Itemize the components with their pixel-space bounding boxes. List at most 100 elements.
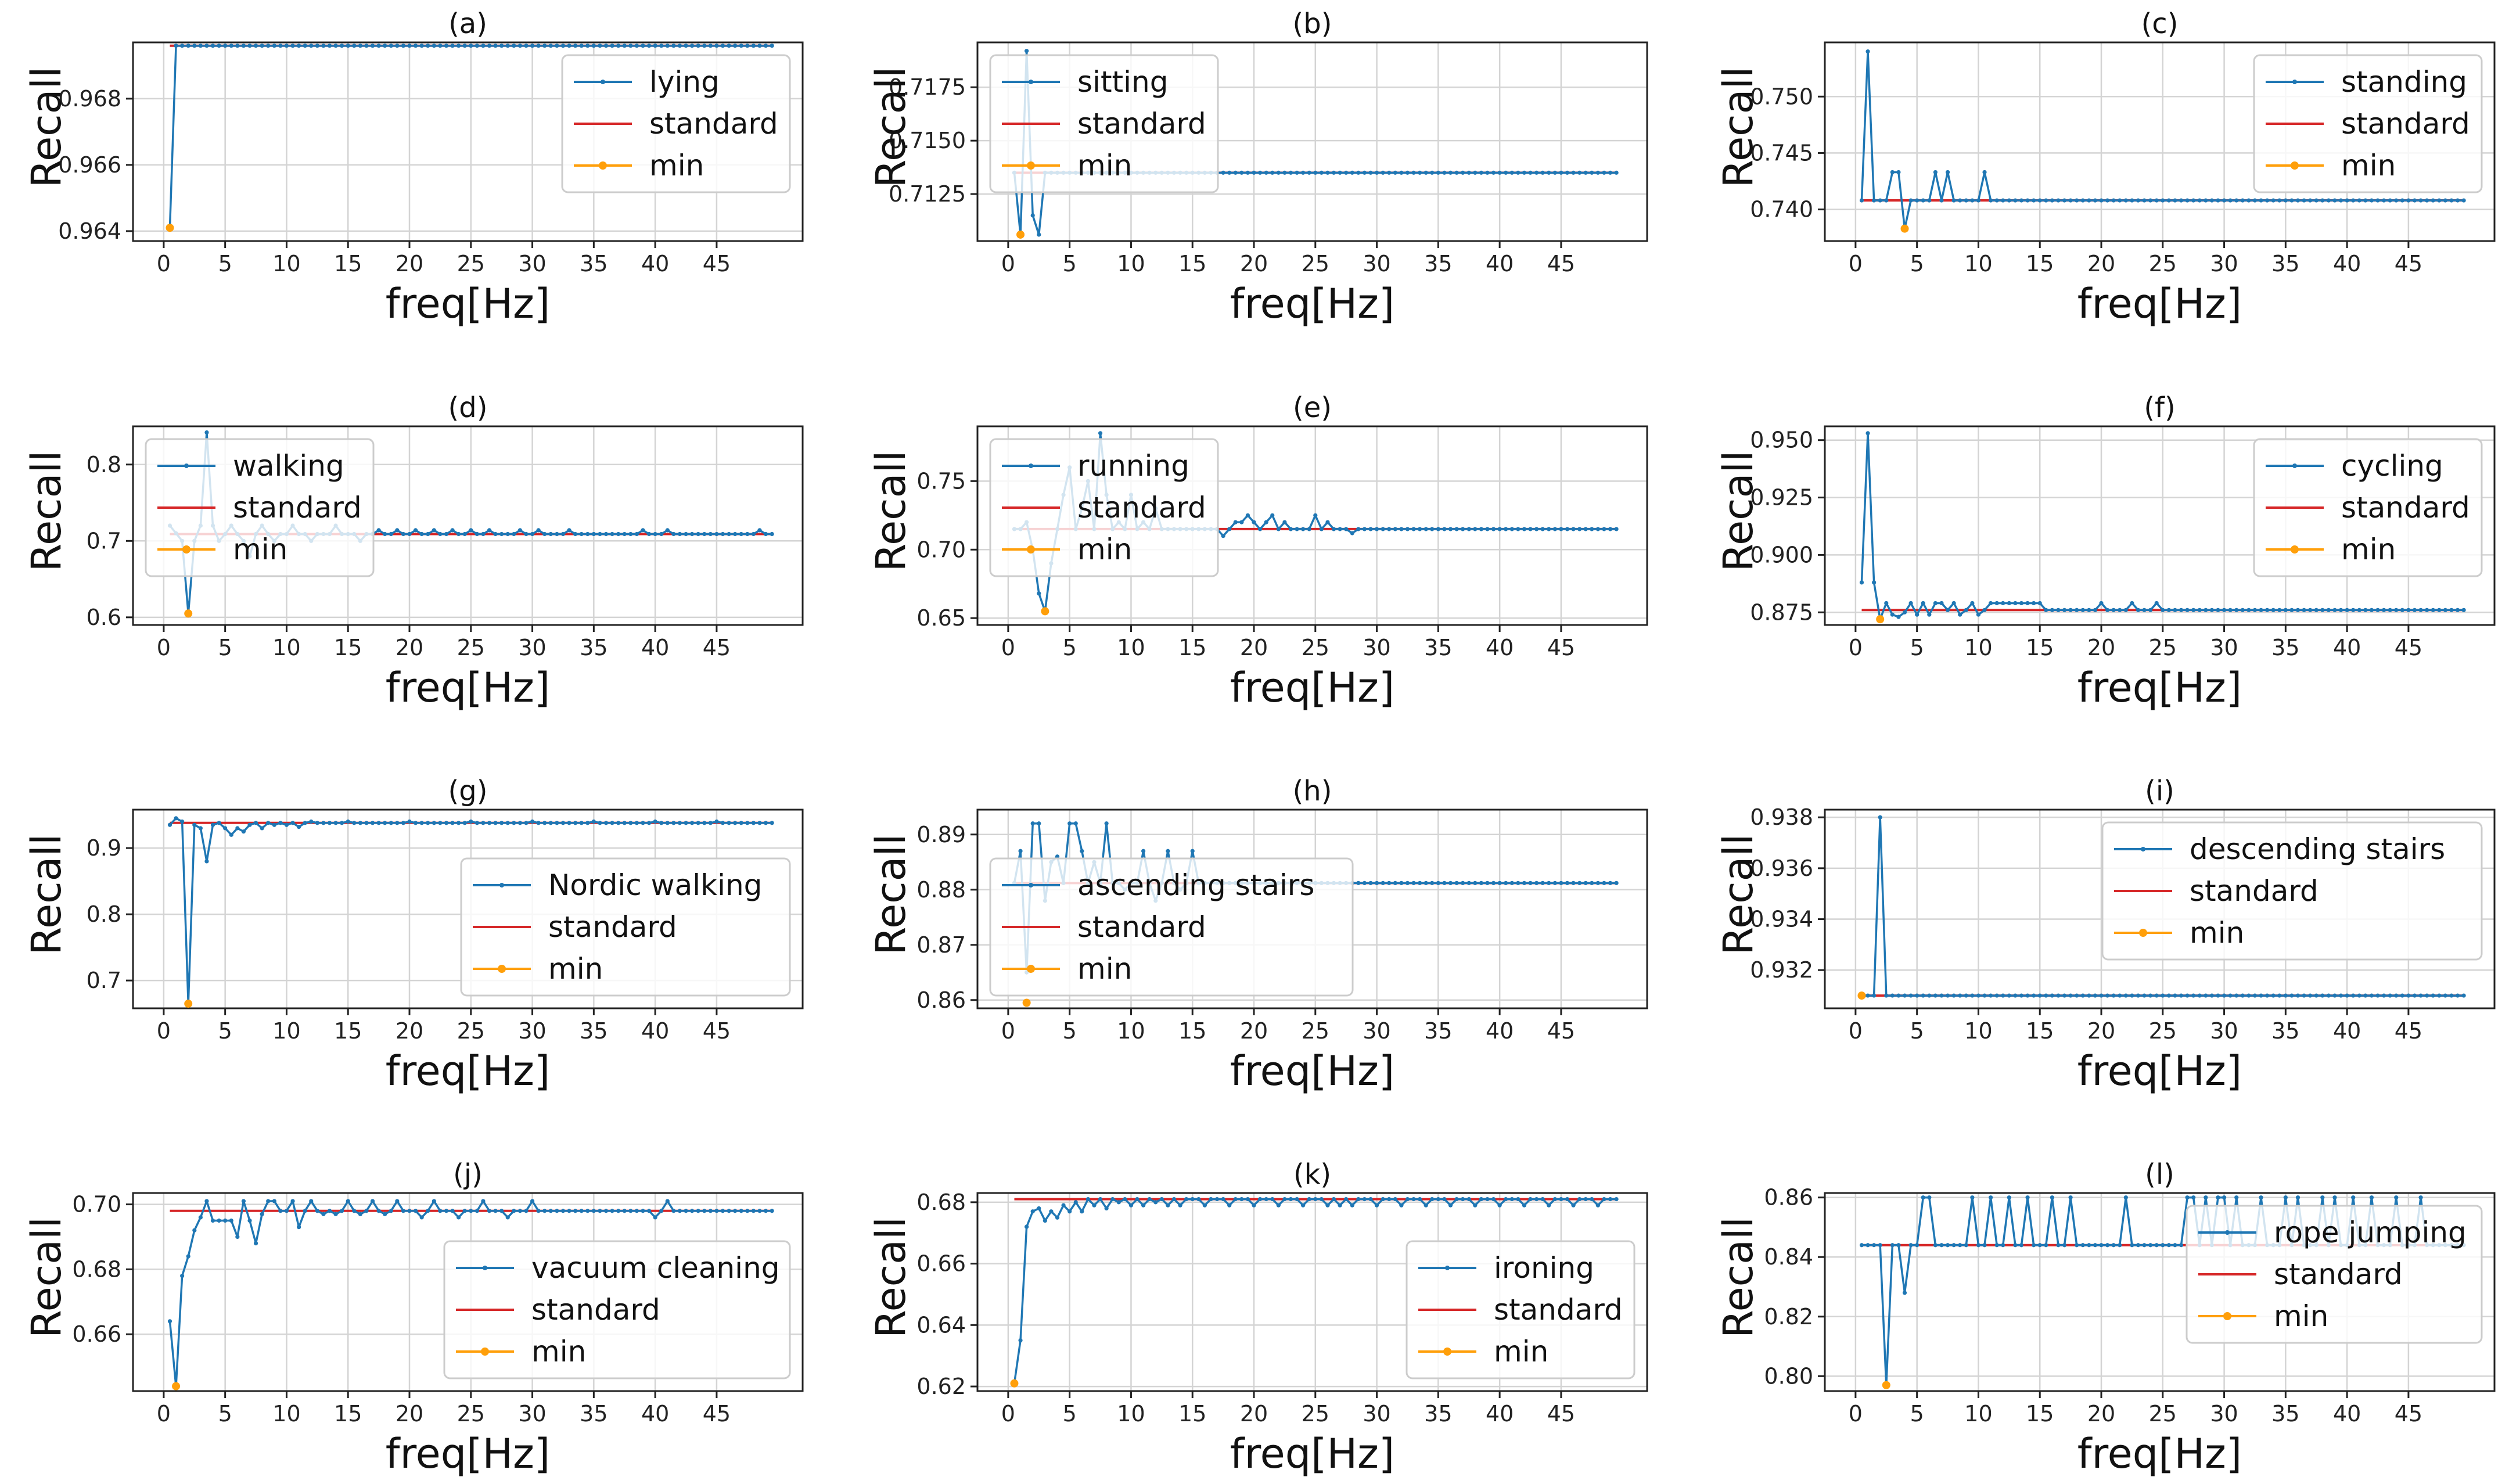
series-point bbox=[229, 1218, 233, 1223]
series-point bbox=[1590, 881, 1594, 885]
series-point bbox=[585, 1209, 590, 1213]
y-tick-label: 0.70 bbox=[72, 1192, 121, 1217]
series-point bbox=[284, 44, 289, 48]
series-point bbox=[1393, 1196, 1397, 1202]
x-tick-label: 0 bbox=[157, 1401, 171, 1426]
series-point bbox=[689, 821, 695, 825]
series-point bbox=[376, 44, 381, 48]
series-point bbox=[2320, 608, 2325, 612]
series-point bbox=[2148, 1243, 2153, 1248]
series-point bbox=[1080, 1209, 1084, 1214]
series-point bbox=[2056, 608, 2061, 612]
legend-label-series: rope jumping bbox=[2274, 1216, 2467, 1249]
series-point bbox=[1479, 881, 1483, 885]
series-point bbox=[462, 1209, 467, 1213]
series-point bbox=[1878, 198, 1882, 203]
series-point bbox=[1307, 1196, 1311, 1202]
series-point bbox=[1915, 198, 1920, 203]
series-point bbox=[659, 531, 664, 537]
x-tick-label: 35 bbox=[2271, 635, 2299, 660]
x-tick-label: 20 bbox=[396, 635, 423, 660]
series-point bbox=[1872, 198, 1877, 203]
legend-label-standard: standard bbox=[1494, 1293, 1623, 1327]
series-point bbox=[235, 1234, 240, 1239]
series-point bbox=[1559, 170, 1563, 175]
series-point bbox=[192, 1228, 197, 1233]
series-point bbox=[210, 44, 215, 48]
y-axis-label: Recall bbox=[1714, 1217, 1762, 1338]
series-point bbox=[714, 1209, 719, 1213]
series-point bbox=[2461, 608, 2466, 612]
y-tick-label: 0.82 bbox=[1764, 1304, 1813, 1330]
series-point bbox=[2388, 608, 2392, 612]
series-point bbox=[1509, 527, 1514, 531]
series-point bbox=[1393, 527, 1397, 531]
series-point bbox=[352, 1209, 357, 1213]
series-point bbox=[2019, 993, 2024, 998]
series-point bbox=[555, 531, 559, 537]
series-point bbox=[395, 821, 400, 825]
series-point bbox=[733, 531, 738, 537]
x-axis-label: freq[Hz] bbox=[2077, 280, 2242, 328]
series-point bbox=[321, 1212, 326, 1216]
x-tick-label: 10 bbox=[1117, 1018, 1145, 1044]
series-point bbox=[1933, 170, 1938, 175]
series-point bbox=[2111, 993, 2116, 998]
series-point bbox=[1037, 232, 1041, 237]
series-point bbox=[1976, 198, 1981, 203]
series-point bbox=[536, 44, 541, 48]
series-point bbox=[2449, 198, 2454, 203]
series-point bbox=[1424, 170, 1428, 175]
axes-frame bbox=[1824, 41, 2496, 242]
x-tick-label: 5 bbox=[218, 251, 232, 276]
series-point bbox=[1411, 881, 1416, 885]
legend: sitting standard min bbox=[989, 54, 1219, 193]
series-point bbox=[1461, 170, 1465, 175]
series-point bbox=[1976, 993, 1981, 998]
y-axis-label: Recall bbox=[867, 451, 915, 572]
series-point bbox=[204, 859, 209, 864]
x-tick-label: 40 bbox=[2333, 635, 2361, 660]
series-point bbox=[217, 1218, 221, 1223]
series-point bbox=[426, 531, 430, 537]
series-point bbox=[407, 44, 412, 48]
series-point bbox=[174, 44, 178, 48]
series-point bbox=[1970, 198, 1975, 203]
series-point bbox=[1865, 1243, 1870, 1248]
series-point bbox=[1902, 1291, 1907, 1295]
series-point bbox=[1153, 1200, 1158, 1205]
series-point bbox=[1264, 520, 1268, 524]
series-point bbox=[426, 44, 430, 48]
series-point bbox=[327, 821, 332, 825]
series-point bbox=[745, 821, 750, 825]
series-point bbox=[1896, 993, 1901, 998]
series-point bbox=[739, 531, 743, 537]
series-point bbox=[1608, 881, 1613, 885]
axes-frame bbox=[1824, 425, 2496, 626]
series-point bbox=[1473, 170, 1478, 175]
series-point bbox=[204, 44, 209, 48]
series-point bbox=[1037, 1206, 1041, 1211]
series-point bbox=[444, 1209, 449, 1213]
series-point bbox=[1590, 170, 1594, 175]
series-point bbox=[530, 531, 535, 537]
series-point bbox=[303, 1209, 307, 1213]
series-point bbox=[2431, 608, 2435, 612]
x-tick-label: 35 bbox=[2271, 1401, 2299, 1426]
series-point bbox=[303, 44, 307, 48]
series-point bbox=[2381, 993, 2386, 998]
series-point bbox=[622, 44, 627, 48]
series-point bbox=[1466, 527, 1471, 531]
legend-marker-min bbox=[2291, 545, 2299, 554]
y-tick-label: 0.87 bbox=[916, 932, 966, 958]
series-point bbox=[573, 821, 578, 825]
series-point bbox=[2394, 993, 2399, 998]
series-point bbox=[364, 1209, 369, 1213]
series-point bbox=[720, 1209, 725, 1213]
series-point bbox=[1338, 170, 1342, 175]
series-point bbox=[2431, 993, 2435, 998]
series-point bbox=[1257, 170, 1263, 175]
series-point bbox=[2068, 1195, 2073, 1200]
series-point bbox=[1547, 881, 1551, 885]
series-point bbox=[2252, 608, 2258, 612]
